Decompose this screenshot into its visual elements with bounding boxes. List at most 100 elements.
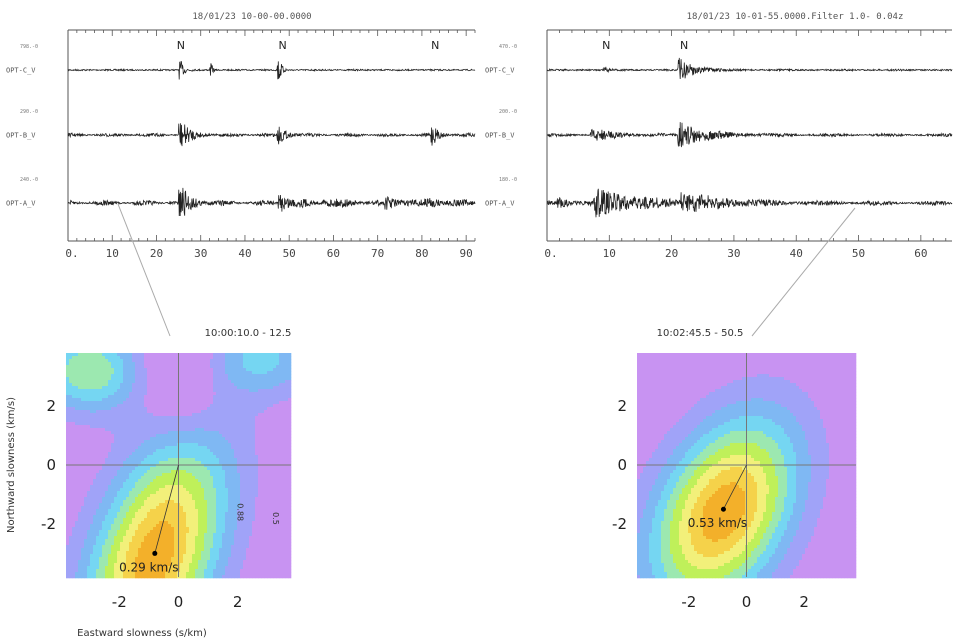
heatmap-cell (108, 407, 112, 411)
heatmap-cell (132, 374, 136, 378)
heatmap-cell (195, 404, 199, 408)
heatmap-cell (252, 509, 256, 513)
heatmap-cell (276, 458, 280, 462)
heatmap-cell (225, 497, 229, 501)
heatmap-cell (213, 428, 217, 432)
heatmap-cell (210, 416, 214, 420)
heatmap-cell (180, 527, 184, 531)
heatmap-cell (249, 437, 253, 441)
heatmap-cell (129, 446, 133, 450)
heatmap-cell (180, 359, 184, 363)
heatmap-cell (228, 497, 232, 501)
heatmap-cell (201, 398, 205, 402)
heatmap-cell (216, 371, 220, 375)
heatmap-cell (114, 425, 118, 429)
heatmap-cell (99, 530, 103, 534)
heatmap-cell (66, 422, 70, 426)
heatmap-cell (279, 527, 283, 531)
heatmap-cell (225, 509, 229, 513)
heatmap-cell (273, 416, 277, 420)
heatmap-cell (171, 356, 175, 360)
heatmap-cell (90, 521, 94, 525)
heatmap-cell (204, 353, 208, 357)
heatmap-cell (285, 419, 289, 423)
heatmap-cell (159, 533, 163, 537)
heatmap-cell (117, 446, 121, 450)
heatmap-cell (234, 485, 238, 489)
heatmap-cell (246, 398, 250, 402)
heatmap-cell (75, 356, 79, 360)
heatmap-cell (219, 440, 223, 444)
heatmap-cell (273, 440, 277, 444)
heatmap-cell (84, 410, 88, 414)
heatmap-cell (78, 464, 82, 468)
heatmap-cell (210, 509, 214, 513)
heatmap-cell (252, 482, 256, 486)
heatmap-cell (237, 479, 241, 483)
heatmap-cell (279, 404, 283, 408)
heatmap-cell (111, 509, 115, 513)
heatmap-cell (216, 500, 220, 504)
heatmap-cell (270, 371, 274, 375)
heatmap-cell (240, 497, 244, 501)
heatmap-cell (231, 377, 235, 381)
heatmap-cell (219, 374, 223, 378)
heatmap-cell (225, 530, 229, 534)
heatmap-cell (141, 434, 145, 438)
heatmap-cell (288, 362, 292, 366)
heatmap-cell (198, 455, 202, 459)
heatmap-cell (84, 395, 88, 399)
heatmap-cell (213, 371, 217, 375)
heatmap-cell (123, 362, 127, 366)
heatmap-cell (66, 461, 70, 465)
heatmap-cell (102, 539, 106, 543)
heatmap-cell (198, 404, 202, 408)
heatmap-cell (204, 440, 208, 444)
heatmap-cell (75, 503, 79, 507)
heatmap-cell (153, 500, 157, 504)
heatmap-cell (132, 428, 136, 432)
heatmap-cell (120, 416, 124, 420)
heatmap-cell (252, 488, 256, 492)
heatmap-cell (276, 533, 280, 537)
heatmap-cell (255, 431, 259, 435)
heatmap-cell (138, 494, 142, 498)
heatmap-cell (84, 401, 88, 405)
heatmap-cell (237, 395, 241, 399)
heatmap-cell (84, 371, 88, 375)
heatmap-cell (144, 452, 148, 456)
heatmap-cell (159, 368, 163, 372)
heatmap-cell (150, 455, 154, 459)
heatmap-cell (201, 419, 205, 423)
heatmap-cell (90, 431, 94, 435)
heatmap-cell (210, 455, 214, 459)
heatmap-cell (276, 419, 280, 423)
heatmap-cell (195, 521, 199, 525)
heatmap-cell (228, 467, 232, 471)
heatmap-cell (249, 449, 253, 453)
x-tick-label: 10 (106, 247, 119, 260)
heatmap-cell (261, 443, 265, 447)
heatmap-cell (237, 374, 241, 378)
heatmap-cell (249, 464, 253, 468)
heatmap-cell (171, 503, 175, 507)
heatmap-cell (144, 518, 148, 522)
heatmap-cell (99, 449, 103, 453)
heatmap-cell (123, 425, 127, 429)
heatmap-cell (276, 491, 280, 495)
heatmap-cell (120, 464, 124, 468)
heatmap-cell (174, 452, 178, 456)
heatmap-cell (108, 437, 112, 441)
heatmap-cell (84, 452, 88, 456)
heatmap-cell (258, 446, 262, 450)
heatmap-cell (165, 428, 169, 432)
heatmap-cell (126, 431, 130, 435)
heatmap-cell (270, 455, 274, 459)
heatmap-cell (210, 413, 214, 417)
heatmap-cell (210, 365, 214, 369)
heatmap-cell (198, 491, 202, 495)
heatmap-cell (129, 395, 133, 399)
heatmap-cell (258, 497, 262, 501)
heatmap-cell (144, 482, 148, 486)
heatmap-cell (231, 530, 235, 534)
